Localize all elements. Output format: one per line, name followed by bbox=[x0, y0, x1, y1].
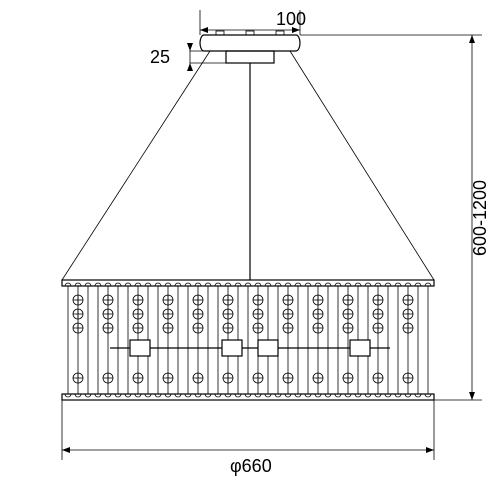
canopy-width-label: 100 bbox=[276, 9, 306, 29]
height-label: 600-1200 bbox=[470, 180, 490, 256]
width-label: φ660 bbox=[230, 456, 272, 476]
canopy-height-label: 25 bbox=[150, 47, 170, 67]
